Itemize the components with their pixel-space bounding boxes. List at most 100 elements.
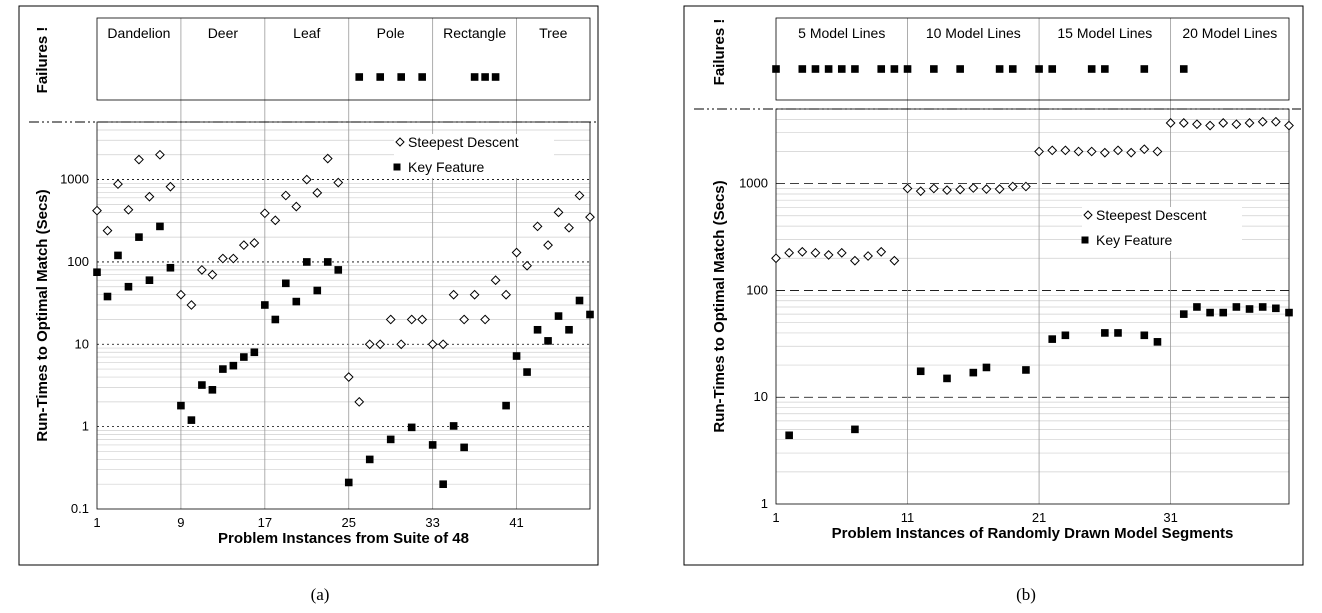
failure-marker: [397, 73, 405, 81]
key-feature-point: [970, 369, 978, 377]
key-feature-point: [513, 352, 521, 360]
x-tick-label: 31: [1163, 510, 1177, 525]
key-feature-point: [324, 258, 332, 266]
y-axis-title: Run-Times to Optimal Match (Secs): [34, 189, 51, 441]
failure-marker: [825, 65, 833, 73]
key-feature-point: [1022, 366, 1030, 374]
category-label: Tree: [539, 25, 567, 41]
figure-caption: (b): [1016, 585, 1036, 604]
failure-marker: [471, 73, 479, 81]
key-feature-point: [408, 424, 416, 432]
failures-label: Failures !: [711, 19, 728, 86]
failure-marker: [355, 73, 363, 81]
key-feature-point: [502, 402, 510, 410]
key-feature-point: [261, 301, 269, 309]
key-feature-point: [576, 297, 584, 305]
key-feature-point: [125, 283, 133, 291]
failure-marker: [799, 65, 807, 73]
category-label: 5 Model Lines: [798, 25, 885, 41]
key-feature-point: [282, 280, 290, 288]
y-tick-label: 10: [754, 389, 768, 404]
key-feature-point: [1141, 332, 1149, 340]
category-label: Pole: [377, 25, 405, 41]
y-tick-label: 100: [67, 254, 89, 269]
key-feature-point: [544, 337, 552, 345]
key-feature-point: [851, 426, 859, 434]
legend-key-feature: Key Feature: [408, 159, 484, 175]
key-feature-point: [983, 364, 991, 372]
key-feature-point: [1101, 329, 1109, 337]
x-tick-label: 33: [425, 515, 439, 530]
key-feature-point: [555, 312, 563, 320]
key-feature-point: [366, 456, 374, 464]
category-label: 10 Model Lines: [926, 25, 1021, 41]
failure-marker: [930, 65, 938, 73]
key-feature-point: [523, 368, 531, 376]
x-axis-title: Problem Instances from Suite of 48: [218, 530, 469, 547]
key-feature-point: [334, 266, 342, 274]
y-tick-label: 1000: [739, 176, 768, 191]
key-feature-point: [1180, 310, 1188, 318]
failure-marker: [1048, 65, 1056, 73]
failure-marker: [996, 65, 1004, 73]
x-tick-label: 11: [901, 510, 915, 525]
key-feature-point: [450, 422, 458, 430]
key-feature-point: [292, 298, 300, 306]
failure-marker: [772, 65, 780, 73]
legend-steepest-descent: Steepest Descent: [408, 134, 519, 150]
y-tick-label: 1000: [60, 172, 89, 187]
failures-label: Failures !: [34, 27, 51, 94]
key-feature-point: [1154, 338, 1162, 346]
failure-marker: [1088, 65, 1096, 73]
key-feature-point: [1193, 303, 1201, 311]
x-tick-label: 17: [258, 515, 272, 530]
legend-square-icon: [1082, 237, 1089, 244]
y-tick-label: 100: [746, 282, 768, 297]
key-feature-point: [230, 362, 238, 370]
legend-key-feature: Key Feature: [1096, 232, 1172, 248]
key-feature-point: [1259, 303, 1267, 311]
x-axis-title: Problem Instances of Randomly Drawn Mode…: [832, 525, 1234, 542]
failure-marker: [418, 73, 426, 81]
x-tick-label: 1: [772, 510, 779, 525]
key-feature-point: [251, 348, 259, 356]
key-feature-point: [439, 480, 447, 488]
key-feature-point: [240, 353, 248, 361]
key-feature-point: [345, 479, 353, 487]
category-label: 20 Model Lines: [1182, 25, 1277, 41]
key-feature-point: [1246, 305, 1254, 313]
failure-marker: [956, 65, 964, 73]
category-label: Rectangle: [443, 25, 506, 41]
legend: Steepest Descent Key Feature: [1082, 207, 1243, 251]
key-feature-point: [1048, 335, 1056, 343]
x-tick-label: 9: [177, 515, 184, 530]
y-tick-label: 0.1: [71, 501, 89, 516]
legend-square-icon: [394, 164, 401, 171]
key-feature-point: [1285, 309, 1293, 317]
failure-marker: [1101, 65, 1109, 73]
key-feature-point: [209, 386, 217, 394]
key-feature-point: [114, 252, 122, 260]
failure-marker: [877, 65, 885, 73]
key-feature-point: [943, 375, 951, 383]
failure-marker: [376, 73, 384, 81]
x-tick-label: 41: [509, 515, 523, 530]
key-feature-point: [1206, 309, 1214, 317]
failure-marker: [1180, 65, 1188, 73]
legend-steepest-descent: Steepest Descent: [1096, 207, 1207, 223]
key-feature-point: [387, 436, 395, 444]
key-feature-point: [1233, 303, 1241, 311]
failure-marker: [838, 65, 846, 73]
y-tick-label: 10: [75, 336, 89, 351]
key-feature-point: [429, 441, 437, 449]
failure-marker: [492, 73, 500, 81]
key-feature-point: [93, 268, 101, 276]
failure-marker: [1009, 65, 1017, 73]
failure-marker: [891, 65, 899, 73]
key-feature-point: [177, 402, 185, 410]
y-tick-label: 1: [761, 496, 768, 511]
legend: Steepest Descent Key Feature: [394, 134, 555, 178]
key-feature-point: [1219, 309, 1227, 317]
chart-frame: [684, 6, 1303, 565]
